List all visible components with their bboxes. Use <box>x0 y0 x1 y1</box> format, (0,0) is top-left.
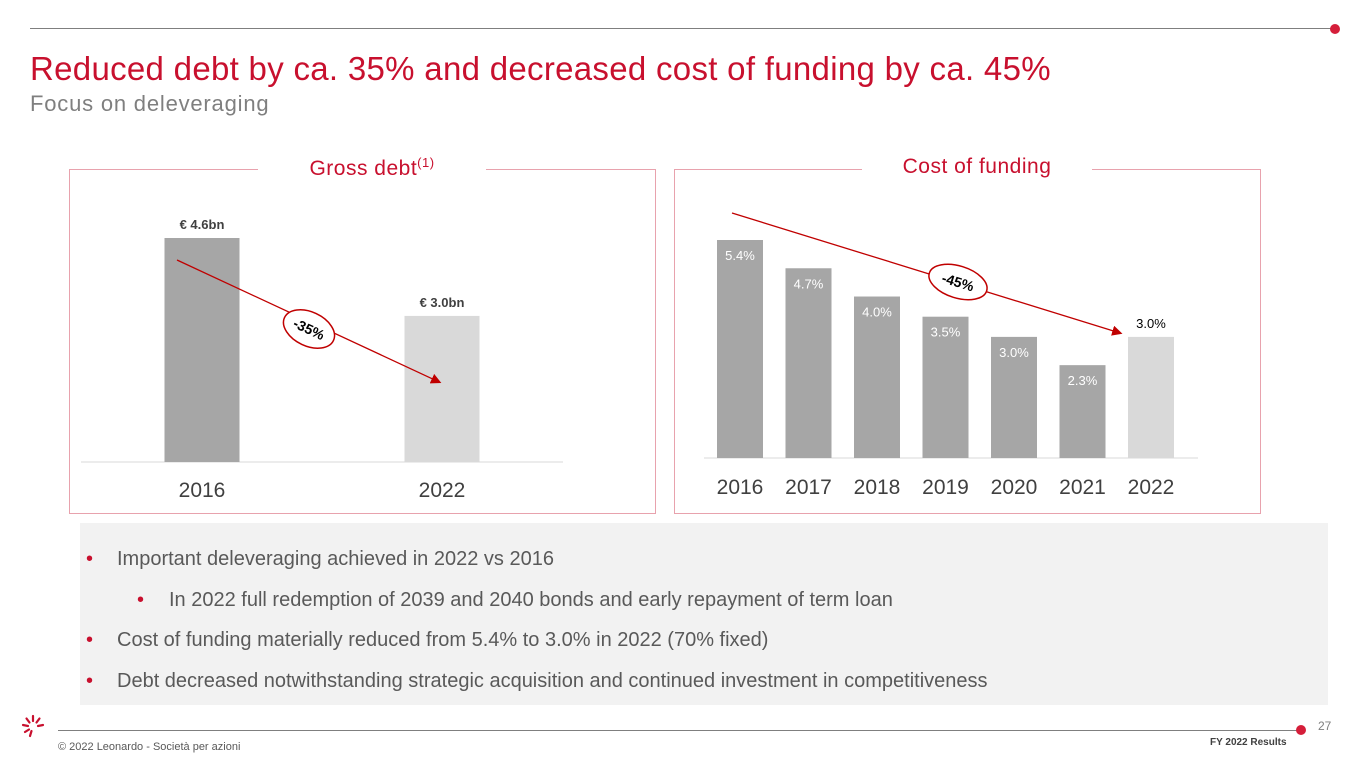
note-bullet-1: • Important deleveraging achieved in 2022… <box>86 548 554 571</box>
gross-debt-data-label: € 4.6bn <box>180 217 225 232</box>
gross-debt-bar <box>164 238 240 462</box>
gross-debt-title-footnote: (1) <box>417 155 435 170</box>
note-bullet-4: • Debt decreased notwithstanding strategi… <box>86 670 988 693</box>
gross-debt-bar <box>404 315 480 462</box>
cof-bar <box>991 336 1037 458</box>
bullet-marker: • <box>86 548 94 570</box>
cof-data-label: 5.4% <box>725 248 755 263</box>
copyright: © 2022 Leonardo - Società per azioni <box>58 741 241 753</box>
gross-debt-chart: € 4.6bn 2016 € 3.0bn 2022 -35% <box>81 217 563 502</box>
bullet-marker: • <box>137 589 145 611</box>
gross-debt-change-badge: -35% <box>282 309 336 349</box>
bottom-rule <box>58 730 1298 731</box>
cof-tick-label: 2020 <box>991 476 1038 499</box>
cof-trend-arrow <box>731 212 1123 336</box>
cof-bar <box>922 316 969 458</box>
cof-tick-label: 2016 <box>717 476 764 499</box>
note-bullet-3: • Cost of funding materially reduced from… <box>86 629 768 652</box>
cof-data-label: 3.5% <box>931 325 961 340</box>
notes-box: • Important deleveraging achieved in 2022… <box>80 523 1328 705</box>
cof-bar <box>785 268 832 458</box>
cof-data-label: 4.7% <box>794 276 824 291</box>
cof-data-label: 2.3% <box>1068 373 1098 388</box>
cof-tick-label: 2022 <box>1128 476 1175 499</box>
note-text: Important deleveraging achieved in 2022 … <box>117 548 554 570</box>
cof-data-label: 4.0% <box>862 305 892 320</box>
gross-debt-change-ellipse <box>282 309 336 349</box>
cof-tick-label: 2021 <box>1059 476 1106 499</box>
page-title: Reduced debt by ca. 35% and decreased co… <box>30 50 1051 87</box>
cof-tick-label: 2019 <box>922 476 969 499</box>
cof-data-label: 3.0% <box>999 345 1029 360</box>
cost-of-funding-title: Cost of funding <box>862 155 1092 179</box>
gross-debt-tick-label: 2016 <box>179 479 226 502</box>
cof-bar <box>717 240 763 458</box>
leonardo-logo-icon <box>21 714 45 738</box>
gross-debt-data-label: € 3.0bn <box>420 295 465 310</box>
cof-tick-label: 2017 <box>785 476 832 499</box>
gross-debt-title: Gross debt(1) <box>258 155 486 181</box>
top-rule-dot <box>1330 24 1340 34</box>
cof-bar <box>854 296 900 458</box>
page-number: 27 <box>1318 719 1332 733</box>
cof-bar <box>1128 336 1174 458</box>
note-bullet-2: • In 2022 full redemption of 2039 and 204… <box>137 589 893 612</box>
bottom-rule-dot <box>1296 725 1306 735</box>
bullet-marker: • <box>86 629 94 651</box>
bullet-marker: • <box>86 670 94 692</box>
note-text: Debt decreased notwithstanding strategic… <box>117 670 988 692</box>
top-rule <box>30 28 1335 29</box>
cof-change-ellipse <box>928 263 988 301</box>
cof-change-badge: -45% <box>928 263 988 301</box>
cost-of-funding-chart: 5.4% 2016 4.7% 2017 4.0% 2018 3.5% 2019 3.0% 2020… <box>704 212 1198 499</box>
cof-data-label: 3.0% <box>1136 316 1166 331</box>
footer-tag: FY 2022 Results <box>1210 737 1287 748</box>
cof-bar <box>1059 365 1106 458</box>
gross-debt-title-text: Gross debt <box>309 157 418 180</box>
cof-tick-label: 2018 <box>854 476 901 499</box>
note-text: Cost of funding materially reduced from … <box>117 629 769 651</box>
note-text: In 2022 full redemption of 2039 and 2040… <box>169 589 893 611</box>
gross-debt-tick-label: 2022 <box>419 479 466 502</box>
page-subtitle: Focus on deleveraging <box>30 91 270 116</box>
